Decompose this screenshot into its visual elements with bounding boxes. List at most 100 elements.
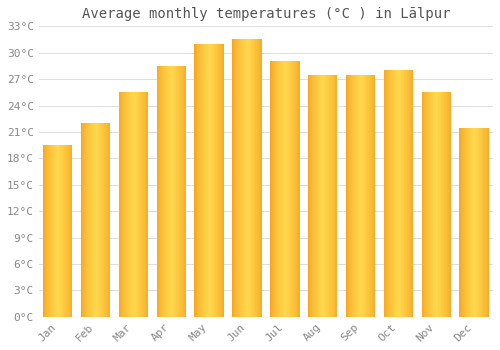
Bar bbox=[396, 70, 397, 317]
Bar bbox=[314, 75, 316, 317]
Bar bbox=[271, 62, 272, 317]
Bar bbox=[351, 75, 352, 317]
Bar bbox=[120, 92, 121, 317]
Bar bbox=[449, 92, 450, 317]
Bar bbox=[169, 66, 170, 317]
Bar bbox=[220, 44, 221, 317]
Bar bbox=[118, 92, 120, 317]
Bar bbox=[103, 123, 104, 317]
Bar bbox=[236, 40, 238, 317]
Bar bbox=[146, 92, 148, 317]
Bar bbox=[332, 75, 333, 317]
Bar bbox=[162, 66, 163, 317]
Bar bbox=[443, 92, 444, 317]
Bar bbox=[140, 92, 141, 317]
Bar bbox=[168, 66, 169, 317]
Bar bbox=[371, 75, 372, 317]
Bar bbox=[312, 75, 313, 317]
Bar bbox=[142, 92, 143, 317]
Bar bbox=[181, 66, 182, 317]
Bar bbox=[320, 75, 321, 317]
Bar bbox=[203, 44, 204, 317]
Bar bbox=[330, 75, 331, 317]
Bar bbox=[54, 145, 55, 317]
Bar bbox=[432, 92, 434, 317]
Bar bbox=[319, 75, 320, 317]
Bar bbox=[62, 145, 63, 317]
Bar bbox=[143, 92, 144, 317]
Bar bbox=[373, 75, 374, 317]
Bar bbox=[358, 75, 359, 317]
Bar bbox=[129, 92, 130, 317]
Bar bbox=[470, 127, 471, 317]
Bar bbox=[173, 66, 174, 317]
Bar bbox=[291, 62, 292, 317]
Bar bbox=[370, 75, 371, 317]
Bar bbox=[284, 62, 285, 317]
Bar bbox=[102, 123, 103, 317]
Bar bbox=[232, 40, 233, 317]
Bar bbox=[353, 75, 354, 317]
Bar bbox=[385, 70, 386, 317]
Bar bbox=[215, 44, 216, 317]
Bar bbox=[367, 75, 368, 317]
Bar bbox=[43, 145, 44, 317]
Bar bbox=[175, 66, 176, 317]
Bar bbox=[406, 70, 408, 317]
Bar bbox=[436, 92, 437, 317]
Bar bbox=[195, 44, 196, 317]
Bar bbox=[214, 44, 215, 317]
Bar bbox=[258, 40, 259, 317]
Bar bbox=[250, 40, 252, 317]
Bar bbox=[244, 40, 245, 317]
Bar bbox=[104, 123, 105, 317]
Bar bbox=[316, 75, 317, 317]
Bar bbox=[412, 70, 413, 317]
Bar bbox=[255, 40, 256, 317]
Bar bbox=[132, 92, 134, 317]
Bar bbox=[160, 66, 161, 317]
Bar bbox=[281, 62, 282, 317]
Bar bbox=[352, 75, 353, 317]
Bar bbox=[121, 92, 122, 317]
Bar bbox=[469, 127, 470, 317]
Bar bbox=[442, 92, 443, 317]
Bar bbox=[310, 75, 311, 317]
Bar bbox=[326, 75, 327, 317]
Bar bbox=[158, 66, 160, 317]
Bar bbox=[439, 92, 440, 317]
Bar bbox=[460, 127, 461, 317]
Bar bbox=[322, 75, 324, 317]
Bar bbox=[318, 75, 319, 317]
Bar bbox=[446, 92, 448, 317]
Bar bbox=[83, 123, 84, 317]
Bar bbox=[194, 44, 195, 317]
Bar bbox=[105, 123, 106, 317]
Bar bbox=[144, 92, 146, 317]
Bar bbox=[95, 123, 96, 317]
Bar bbox=[239, 40, 240, 317]
Bar bbox=[206, 44, 207, 317]
Bar bbox=[483, 127, 484, 317]
Bar bbox=[450, 92, 451, 317]
Bar bbox=[466, 127, 468, 317]
Bar bbox=[135, 92, 136, 317]
Bar bbox=[100, 123, 101, 317]
Bar bbox=[333, 75, 334, 317]
Bar bbox=[207, 44, 208, 317]
Bar bbox=[246, 40, 247, 317]
Bar bbox=[248, 40, 249, 317]
Bar bbox=[81, 123, 82, 317]
Bar bbox=[282, 62, 284, 317]
Bar bbox=[138, 92, 140, 317]
Bar bbox=[478, 127, 480, 317]
Bar bbox=[221, 44, 222, 317]
Bar bbox=[426, 92, 428, 317]
Bar bbox=[55, 145, 56, 317]
Bar bbox=[363, 75, 364, 317]
Bar bbox=[468, 127, 469, 317]
Bar bbox=[428, 92, 429, 317]
Bar bbox=[141, 92, 142, 317]
Bar bbox=[178, 66, 180, 317]
Bar bbox=[52, 145, 54, 317]
